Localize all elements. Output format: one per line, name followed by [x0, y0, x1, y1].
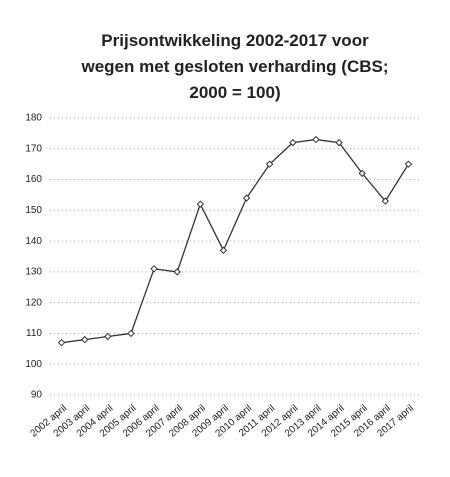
point	[289, 138, 297, 147]
y-tick-label: 180	[25, 113, 42, 124]
y-tick-label: 130	[25, 267, 42, 278]
point	[104, 332, 112, 341]
series-line	[61, 138, 409, 344]
chart-title: Prijsontwikkeling 2002-2017 voor wegen m…	[81, 31, 389, 102]
point	[196, 200, 205, 208]
y-tick-label: 160	[25, 174, 42, 185]
y-tick-label: 100	[25, 359, 42, 370]
y-tick-label: 120	[25, 297, 42, 308]
y-tick-label: 90	[31, 390, 43, 401]
point	[150, 265, 158, 273]
point	[404, 160, 413, 168]
point	[335, 138, 343, 147]
y-tick-label: 150	[25, 205, 42, 216]
point	[242, 194, 251, 202]
point	[80, 335, 89, 344]
point	[312, 135, 320, 144]
y-tick-label: 110	[26, 328, 42, 339]
point	[173, 268, 181, 276]
point	[381, 197, 390, 205]
point	[219, 246, 228, 255]
point	[57, 338, 66, 347]
point	[127, 329, 135, 338]
y-tick-label: 140	[25, 236, 42, 247]
point	[265, 160, 274, 168]
point	[358, 169, 366, 178]
y-tick-label: 170	[25, 143, 42, 154]
